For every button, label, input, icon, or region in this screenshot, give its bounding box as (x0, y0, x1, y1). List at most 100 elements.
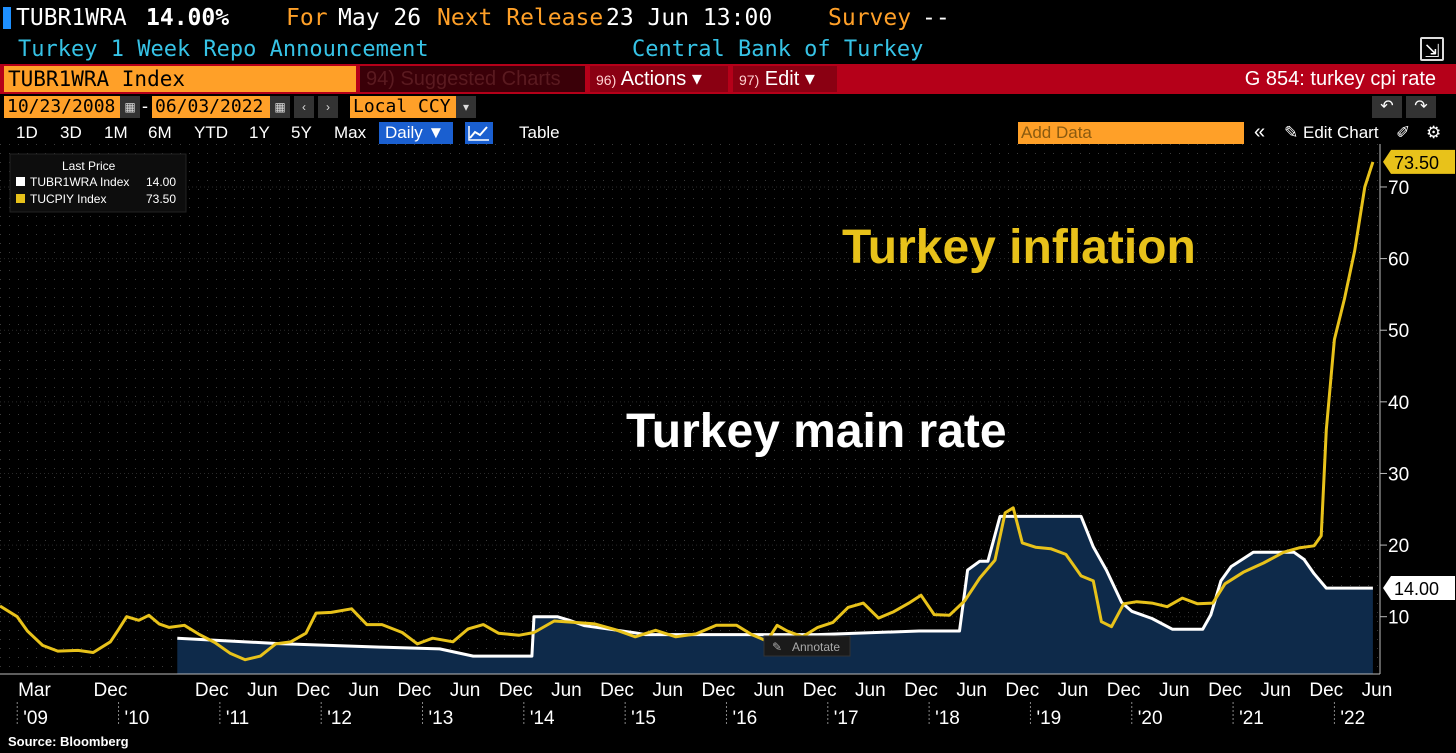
annotate-pencil-icon: ✎ (772, 640, 782, 654)
actions-label: Actions ▾ (620, 68, 702, 90)
x-tick-label: Dec (1107, 680, 1141, 701)
inflation-annotation: Turkey inflation (842, 221, 1196, 274)
add-data-input[interactable]: Add Data (1018, 122, 1244, 144)
y-tick-label: 50 (1388, 321, 1409, 342)
for-label: For (286, 5, 328, 31)
x-tick-label: Jun (1159, 680, 1190, 701)
plot-background (0, 144, 1380, 674)
legend-value-rate: 14.00 (146, 175, 176, 189)
legend-swatch-rate (16, 177, 25, 186)
currency-dropdown-icon[interactable]: ▾ (456, 96, 476, 118)
edit-label: Edit ▾ (764, 68, 815, 90)
x-year-label: '19 (1036, 708, 1061, 729)
period-ytd[interactable]: YTD (194, 123, 228, 142)
pencil-icon: ✎ (1284, 123, 1299, 142)
y-tick-label: 60 (1388, 250, 1409, 271)
legend-title: Last Price (62, 159, 116, 173)
x-tick-label: Jun (754, 680, 785, 701)
x-year-label: '09 (23, 708, 48, 729)
rate-last-value-tag: 14.00 (1383, 576, 1455, 601)
next-release-date: 23 Jun 13:00 (606, 5, 773, 31)
function-code: G 854: turkey cpi rate (1244, 68, 1436, 90)
legend-swatch-cpi (16, 194, 25, 203)
suggested-charts-number: 94) (366, 68, 395, 90)
x-tick-label: Dec (803, 680, 837, 701)
period-3d[interactable]: 3D (60, 123, 82, 142)
suggested-charts-button[interactable]: 94) Suggested Charts (360, 66, 585, 92)
ticker-marker (3, 7, 11, 29)
x-tick-label: Jun (1058, 680, 1089, 701)
start-date-input[interactable]: 10/23/2008 (4, 96, 120, 118)
edit-chart-label: Edit Chart (1302, 123, 1379, 142)
x-tick-label: Jun (855, 680, 886, 701)
x-tick-label: Dec (1208, 680, 1242, 701)
annotate-button[interactable]: ✎ Annotate (763, 635, 851, 657)
x-tick-label: Jun (348, 680, 379, 701)
y-tick-label: 30 (1388, 464, 1409, 485)
period-1m[interactable]: 1M (104, 123, 128, 142)
security-input[interactable]: TUBR1WRA Index (4, 66, 356, 92)
undo-icon[interactable]: ↶ (1372, 96, 1402, 118)
cpi-last-value: 73.50 (1394, 153, 1439, 173)
rate-annotation: Turkey main rate (626, 405, 1007, 458)
source-note: Source: Bloomberg (8, 734, 129, 749)
period-1y[interactable]: 1Y (249, 123, 270, 142)
annotate-label: Annotate (792, 640, 840, 654)
series-line-1 (0, 161, 1375, 662)
series-area-0 (177, 516, 1373, 674)
legend-name-cpi: TUCPIY Index (30, 192, 106, 206)
x-tick-label: Jun (1362, 680, 1393, 701)
edit-menu[interactable]: 97) Edit ▾ (733, 66, 837, 92)
x-tick-label: Jun (247, 680, 278, 701)
series-line-0 (177, 514, 1373, 658)
x-tick-label: Dec (904, 680, 938, 701)
period-5y[interactable]: 5Y (291, 123, 312, 142)
x-year-label: '17 (834, 708, 859, 729)
date-separator: - (142, 96, 148, 116)
date-range-bar: 10/23/2008 ▦ - 06/03/2022 ▦ ‹ › Local CC… (0, 94, 1456, 120)
y-tick-label: 20 (1388, 536, 1409, 557)
end-calendar-icon[interactable]: ▦ (270, 96, 290, 118)
x-year-label: '15 (631, 708, 656, 729)
redo-icon[interactable]: ↷ (1406, 96, 1436, 118)
actions-number: 96) (596, 72, 617, 88)
table-view-button[interactable]: Table (519, 123, 560, 142)
pop-out-icon[interactable]: ⇲ (1420, 37, 1444, 61)
actions-menu[interactable]: 96) Actions ▾ (590, 66, 728, 92)
line-chart[interactable]: 10 20 30 40 50 60 70 Mar Dec Dec Jun Dec Jun Dec Jun D… (0, 144, 1456, 753)
ticker-value: 14.00% (146, 5, 230, 31)
x-year-label: '16 (732, 708, 757, 729)
x-tick-label: Jun (652, 680, 683, 701)
ticker-symbol[interactable]: TUBR1WRA (16, 5, 127, 31)
chart-options-bar: 1D 3D 1M 6M YTD 1Y 5Y Max Daily ▼ Table … (0, 120, 1456, 144)
edit-chart-button[interactable]: ✎ Edit Chart (1284, 122, 1379, 144)
chart-legend[interactable]: Last Price TUBR1WRA Index 14.00 TUCPIY I… (9, 153, 187, 213)
period-max[interactable]: Max (334, 123, 367, 142)
x-year-label: '20 (1138, 708, 1163, 729)
end-date-input[interactable]: 06/03/2022 (152, 96, 270, 118)
settings-gear-icon[interactable]: ⚙ (1426, 123, 1442, 142)
x-tick-label: Dec (398, 680, 432, 701)
y-tick-label: 70 (1388, 178, 1409, 199)
line-chart-icon[interactable] (465, 122, 493, 144)
x-year-label: '22 (1340, 708, 1365, 729)
rate-last-value: 14.00 (1394, 579, 1439, 599)
next-release-label: Next Release (437, 5, 604, 31)
frequency-select[interactable]: Daily ▼ (379, 122, 453, 144)
period-1d[interactable]: 1D (16, 123, 38, 142)
period-6m[interactable]: 6M (148, 123, 172, 142)
x-tick-label: Mar (18, 680, 51, 701)
survey-value: -- (922, 5, 950, 31)
edit-number: 97) (739, 72, 760, 88)
next-period-icon[interactable]: › (318, 96, 338, 118)
x-tick-label: Dec (1005, 680, 1039, 701)
security-header: TUBR1WRA 14.00% For May 26 Next Release … (0, 0, 1456, 36)
collapse-icon[interactable]: « (1254, 121, 1266, 143)
x-year-label: '12 (327, 708, 352, 729)
currency-select[interactable]: Local CCY (350, 96, 456, 118)
start-calendar-icon[interactable]: ▦ (120, 96, 140, 118)
legend-value-cpi: 73.50 (146, 192, 176, 206)
chart-style-icon[interactable]: ✐ (1396, 123, 1411, 142)
prev-period-icon[interactable]: ‹ (294, 96, 314, 118)
x-tick-label: Jun (551, 680, 582, 701)
